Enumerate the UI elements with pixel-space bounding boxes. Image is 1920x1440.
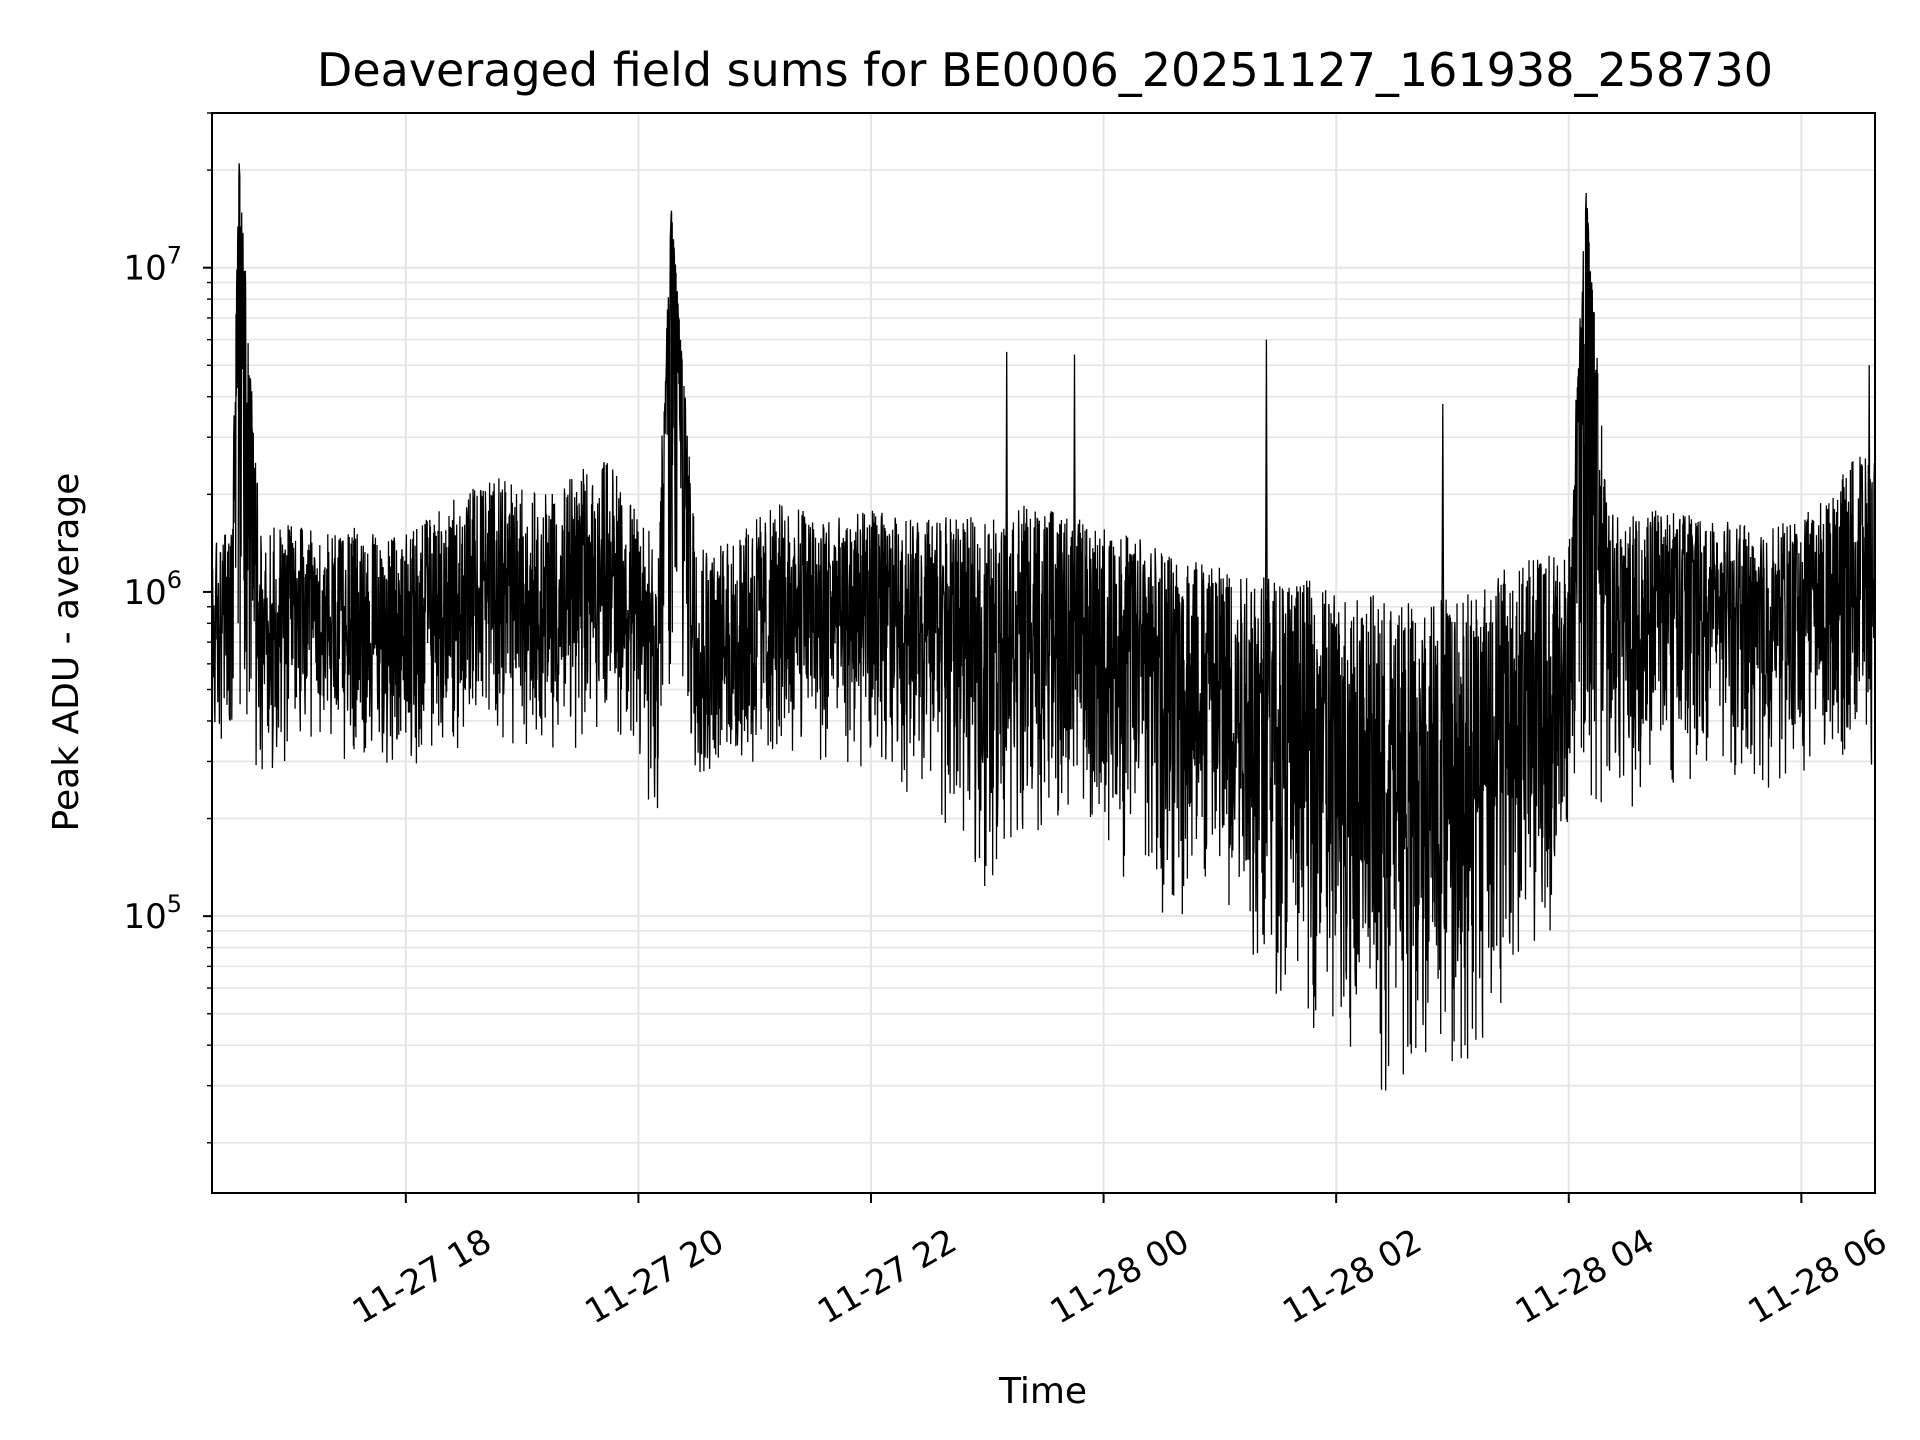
y-tick-label: 106 (123, 566, 182, 613)
y-tick-base: 10 (123, 897, 166, 937)
chart-title: Deaveraged field sums for BE0006_2025112… (317, 43, 1773, 97)
series-layer (211, 163, 1876, 1091)
y-tick-label: 107 (123, 242, 182, 289)
y-tick-base: 10 (123, 249, 166, 289)
plot-frame (211, 112, 1876, 1194)
y-tick-exponent: 7 (167, 242, 182, 270)
y-tick-label: 105 (123, 890, 182, 937)
y-tick-base: 10 (123, 573, 166, 613)
y-tick-exponent: 6 (167, 566, 182, 594)
y-tick-exponent: 5 (167, 890, 182, 918)
series-line (211, 163, 1876, 1091)
y-axis-label: Peak ADU - average (46, 473, 87, 832)
x-axis-label: Time (998, 1371, 1087, 1412)
